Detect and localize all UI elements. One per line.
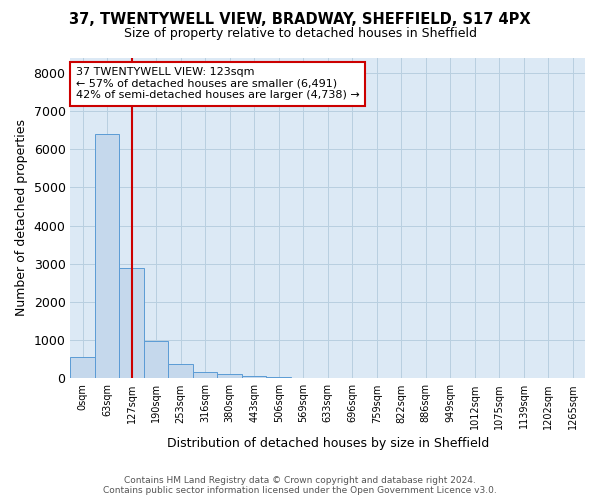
Text: Size of property relative to detached houses in Sheffield: Size of property relative to detached ho…: [124, 28, 476, 40]
Bar: [217, 374, 242, 378]
X-axis label: Distribution of detached houses by size in Sheffield: Distribution of detached houses by size …: [167, 437, 489, 450]
Bar: [119, 268, 144, 378]
Bar: [95, 134, 119, 378]
Text: 37, TWENTYWELL VIEW, BRADWAY, SHEFFIELD, S17 4PX: 37, TWENTYWELL VIEW, BRADWAY, SHEFFIELD,…: [69, 12, 531, 28]
Text: 37 TWENTYWELL VIEW: 123sqm
← 57% of detached houses are smaller (6,491)
42% of s: 37 TWENTYWELL VIEW: 123sqm ← 57% of deta…: [76, 67, 359, 100]
Bar: [169, 364, 193, 378]
Bar: [193, 372, 217, 378]
Bar: [266, 377, 291, 378]
Bar: [144, 341, 169, 378]
Bar: [242, 376, 266, 378]
Y-axis label: Number of detached properties: Number of detached properties: [15, 120, 28, 316]
Bar: [70, 358, 95, 378]
Text: Contains HM Land Registry data © Crown copyright and database right 2024.
Contai: Contains HM Land Registry data © Crown c…: [103, 476, 497, 495]
